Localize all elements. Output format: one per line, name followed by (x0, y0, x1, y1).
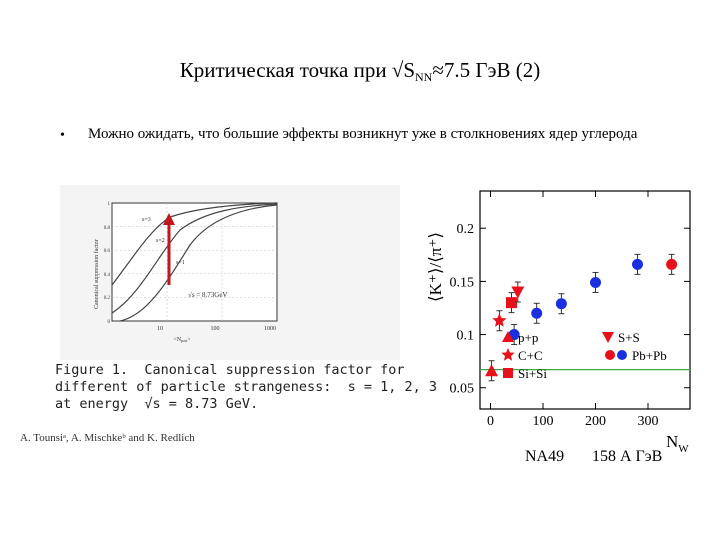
data-point-sisi (506, 297, 517, 309)
curve-s2 (111, 203, 278, 314)
data-point-ss (511, 286, 525, 299)
y-tick-label: 0.2 (457, 222, 475, 237)
data-point-pbpb (555, 298, 567, 310)
x-tick-label: 100 (533, 414, 554, 429)
y-tick-label: 0.05 (450, 382, 475, 397)
legend-label: Si+Si (518, 366, 547, 381)
legend-marker-pbpb (617, 350, 627, 360)
legend-marker-sisi (503, 368, 513, 378)
suppression-ylabel: Canonical suppression factor (93, 239, 100, 309)
caption-line: Figure 1. Canonical suppression factor f… (55, 362, 405, 378)
suppression-figure: s=3 s=2 s=1 √s = 8.73GeV Canonical suppr… (60, 185, 400, 360)
title-main: Критическая точка при √S (179, 58, 416, 82)
legend-label: Pb+Pb (632, 348, 667, 363)
data-point-pbpb (590, 276, 601, 288)
legend-marker-cc (501, 348, 515, 361)
x-tick: 10 (157, 326, 163, 332)
curve-label-s1: s=1 (176, 260, 185, 266)
trend-arrow-head (163, 213, 175, 225)
kpi-xlabel: NW (666, 432, 689, 455)
y-tick: 0 (108, 320, 111, 325)
data-point-pbpb (531, 307, 543, 319)
x-tick-label: 0 (487, 414, 494, 429)
y-tick-label: 0.1 (457, 329, 475, 344)
data-point-pbpb (632, 258, 643, 270)
data-point-pbpb (666, 258, 678, 270)
y-tick: 0.8 (104, 226, 111, 231)
legend-marker-ss (602, 332, 614, 343)
data-point-pp (485, 364, 499, 377)
x-tick-label: 300 (638, 414, 659, 429)
data-point-cc (492, 313, 507, 327)
footer-energy: 158 А ГэВ (592, 448, 663, 465)
legend-label: C+C (518, 348, 543, 363)
y-tick-label: 0.15 (450, 275, 475, 290)
curve-label-s2: s=2 (156, 238, 165, 244)
bullet-marker: • (60, 128, 65, 143)
curve-s3 (119, 204, 278, 322)
kpi-ylabel: ⟨K⁺⟩/⟨π⁺⟩ (426, 232, 445, 302)
y-tick: 0.2 (104, 296, 111, 301)
suppression-plot-frame (111, 202, 278, 322)
figure-credit: A. Tounsiᵃ, A. Mischkeᵇ and K. Redlich (20, 432, 195, 444)
x-tick: 100 (211, 326, 220, 332)
bullet-text: Можно ожидать, что большие эффекты возни… (88, 126, 638, 142)
slide-title: Критическая точка при √SNN≈7.5 ГэВ (2) (0, 58, 720, 85)
footer-experiment: NA49 (525, 448, 565, 465)
title-subscript: NN (415, 70, 433, 84)
energy-label: √s = 8.73GeV (188, 291, 227, 299)
caption-line: at energy √s = 8.73 GeV. (55, 396, 259, 412)
y-tick: 0.4 (104, 273, 111, 278)
x-tick-label: 200 (585, 414, 606, 429)
legend-label: p+p (518, 330, 538, 345)
y-tick: 0.6 (104, 249, 111, 254)
legend-marker-pbpb-red (605, 350, 615, 360)
curve-label-s3: s=3 (142, 217, 151, 223)
legend-label: S+S (618, 330, 640, 345)
title-rest: ≈7.5 ГэВ (2) (432, 58, 541, 82)
x-tick: 1000 (264, 326, 276, 332)
y-tick: 1 (108, 202, 111, 207)
figure-caption: Figure 1. Canonical suppression factor f… (55, 362, 437, 413)
suppression-xlabel: <Npart> (173, 337, 191, 343)
caption-line: different of particle strangeness: s = 1… (55, 379, 438, 395)
legend-marker-pp (502, 331, 514, 342)
kpi-ratio-chart: 0.05 0.1 0.15 0.2 0 100 200 300 p+p S+S C+C Pb+Pb S… (426, 190, 691, 455)
kpi-legend: p+p S+S C+C Pb+Pb Si+Si (501, 330, 667, 381)
